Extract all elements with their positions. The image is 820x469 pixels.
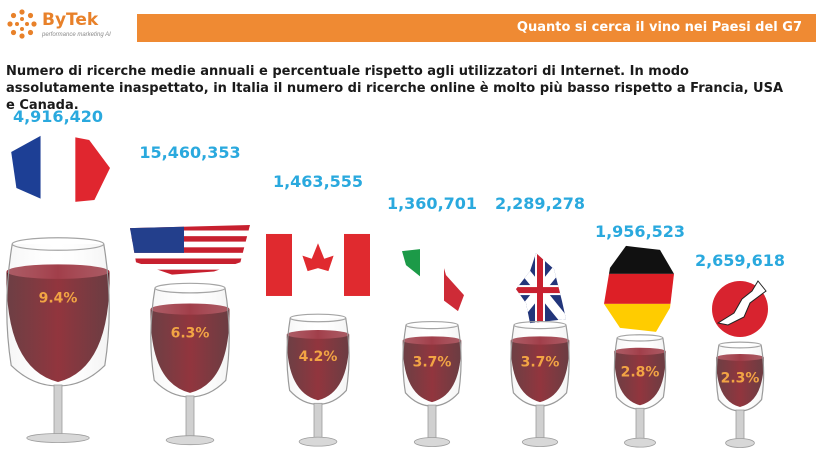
glass-base [26, 433, 90, 443]
italy-flag-icon [402, 247, 464, 312]
usa-flag-icon [130, 224, 250, 275]
intro-text: Numero di ricerche medie annuali e perce… [6, 64, 784, 113]
glass-germany: 2.8% 1,956,523 [595, 222, 685, 448]
count-label: 2,659,618 [695, 251, 785, 270]
france-flag-icon [11, 132, 110, 204]
glass-italy: 3.7% 1,360,701 [387, 194, 477, 447]
glass-rim [513, 320, 567, 330]
glass-stem [535, 404, 545, 440]
percent-label: 3.7% [521, 355, 560, 371]
glass-japan: 2.3% 2,659,618 [695, 251, 785, 448]
glass-canada: 4.2% 1,463,555 [266, 172, 370, 447]
bytek-logo: ByTek performance marketing AI [6, 8, 131, 44]
percent-label: 9.4% [39, 291, 78, 307]
page-title: Quanto si cerca il vino nei Paesi del G7 [516, 20, 802, 35]
glass-base [413, 437, 451, 447]
percent-label: 2.3% [721, 370, 760, 386]
glass-bowl [6, 243, 110, 387]
glass-uk: 3.7% 2,289,278 [495, 194, 585, 447]
bytek-logo-icon [7, 9, 37, 39]
glass-base [165, 435, 215, 446]
glass-rim [289, 313, 347, 323]
count-label: 2,289,278 [495, 194, 585, 213]
brand-tagline: performance marketing AI [42, 32, 111, 38]
glass-stem [185, 395, 195, 438]
glass-rim [405, 320, 459, 330]
uk-flag-icon [516, 253, 566, 324]
count-label: 15,460,353 [139, 143, 240, 162]
percent-label: 6.3% [171, 325, 210, 341]
glass-base [624, 437, 656, 448]
glass-base [298, 436, 338, 447]
count-label: 1,956,523 [595, 222, 685, 241]
glass-usa: 6.3% 15,460,353 [130, 143, 250, 446]
canada-flag-icon [266, 233, 370, 296]
count-label: 4,916,420 [13, 107, 103, 126]
count-label: 1,463,555 [273, 172, 363, 191]
glass-stem [313, 402, 323, 440]
glass-bowl [150, 287, 230, 398]
glass-stem [53, 384, 63, 436]
count-label: 1,360,701 [387, 194, 477, 213]
glass-base [521, 437, 559, 447]
glass-stem [427, 404, 437, 440]
glass-stem [635, 407, 645, 441]
glass-rim [11, 237, 105, 251]
glass-stem [735, 409, 745, 441]
brand-name: ByTek [42, 10, 99, 30]
glass-rim [718, 341, 762, 349]
glass-base [725, 438, 755, 448]
glass-france: 9.4% 4,916,420 [6, 107, 110, 443]
percent-label: 3.7% [413, 355, 452, 371]
header-bar: Quanto si cerca il vino nei Paesi del G7 [137, 14, 816, 42]
glass-rim [154, 282, 226, 294]
percent-label: 4.2% [299, 349, 338, 365]
glass-rim [616, 334, 664, 342]
percent-label: 2.8% [621, 365, 660, 381]
germany-flag-icon [604, 245, 674, 332]
japan-flag-icon [712, 280, 768, 337]
